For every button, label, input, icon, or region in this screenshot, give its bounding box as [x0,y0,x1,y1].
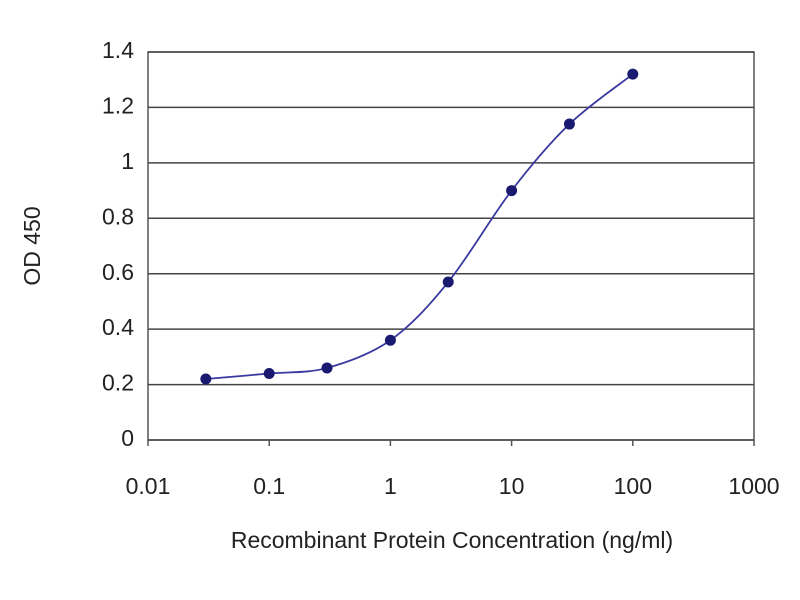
y-tick-label: 1.2 [102,93,134,119]
data-point [442,276,454,288]
y-tick-label: 1 [121,148,134,174]
data-point [506,185,518,197]
x-tick-label: 1000 [728,473,779,499]
y-tick-label: 1.4 [102,37,134,63]
y-tick-label: 0.6 [102,259,134,285]
data-point [263,367,275,379]
x-tick-label: 100 [614,473,652,499]
x-tick-label: 0.1 [253,473,285,499]
y-tick-label: 0 [121,425,134,451]
y-tick-label: 0.8 [102,203,134,229]
y-tick-label: 0.4 [102,314,134,340]
curve [205,73,634,380]
data-point [627,68,639,80]
y-tick-label: 0.2 [102,370,134,396]
x-tick-label: 10 [499,473,525,499]
x-axis-label: Recombinant Protein Concentration (ng/ml… [231,527,673,553]
data-point [200,373,212,385]
x-tick-label: 1 [384,473,397,499]
y-axis-label: OD 450 [19,206,45,285]
data-point [563,118,575,130]
data-point [384,334,396,346]
plot-frame [147,51,755,441]
data-point [321,362,333,374]
x-tick-label: 0.01 [126,473,171,499]
